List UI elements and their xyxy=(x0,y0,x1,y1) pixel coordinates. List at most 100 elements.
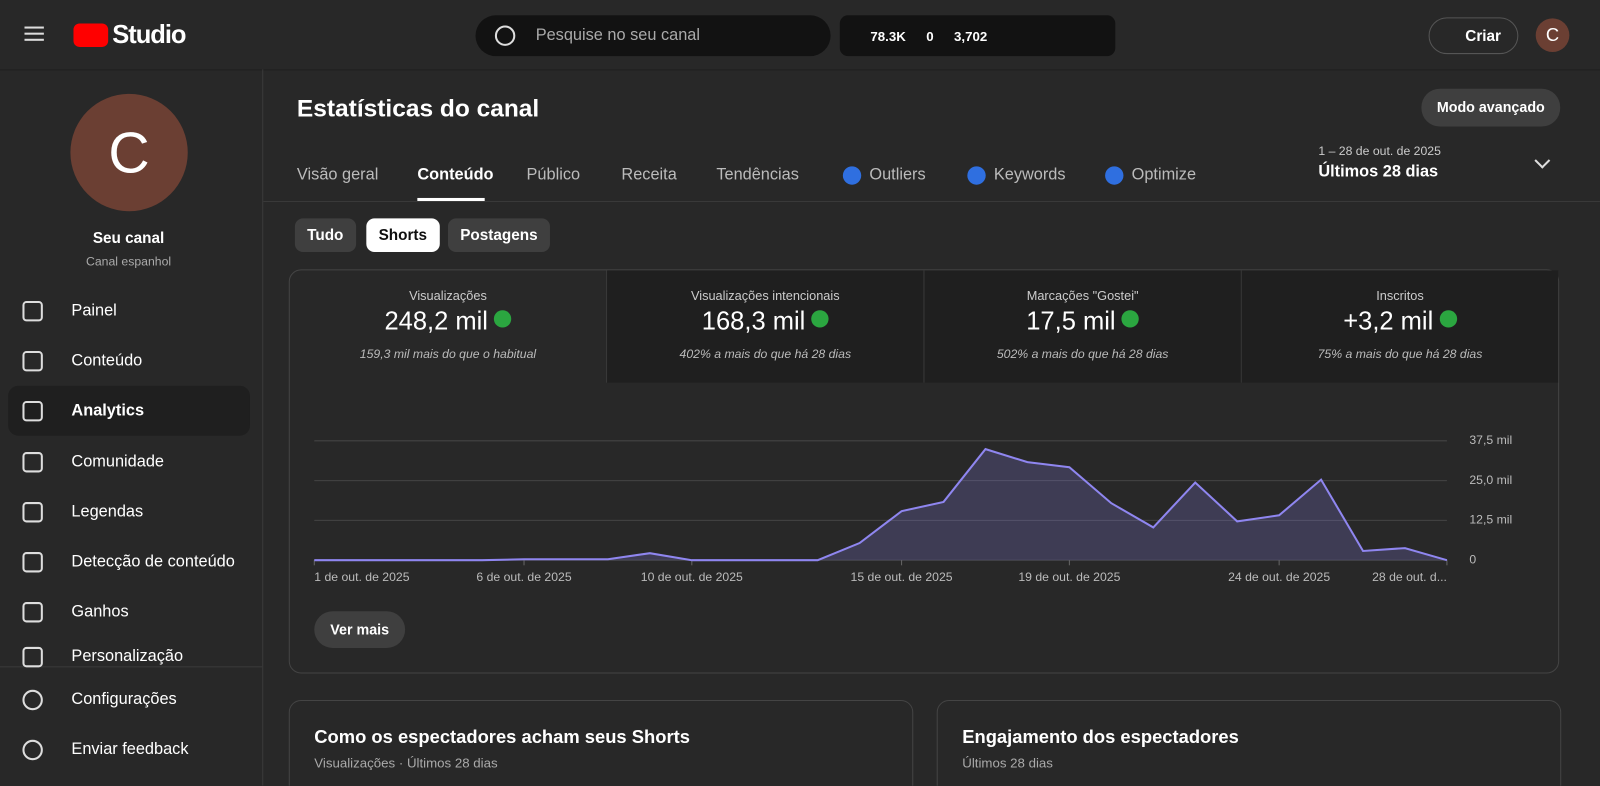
x-tick-label: 15 de out. de 2025 xyxy=(851,570,953,584)
tab-underline xyxy=(417,197,485,202)
nav-icon xyxy=(22,451,43,472)
card-subtitle: Visualizações · Últimos 28 dias xyxy=(314,755,498,771)
up-icon xyxy=(811,310,829,328)
metric-label: Visualizações intencionais xyxy=(607,289,923,303)
search-box[interactable]: Pesquise no seu canal xyxy=(475,15,831,57)
tab[interactable]: Tendências xyxy=(716,166,799,184)
filter-chip[interactable]: Shorts xyxy=(366,218,440,253)
nav-label: Ganhos xyxy=(71,602,129,620)
line xyxy=(314,447,1448,562)
y-tick-label: 25,0 mil xyxy=(1469,473,1512,487)
tab[interactable]: Público xyxy=(526,166,581,184)
metric-value-text: 17,5 mil xyxy=(1026,307,1116,336)
nav-item[interactable]: Painel xyxy=(8,286,250,336)
tab[interactable]: Keywords xyxy=(993,166,1066,184)
nav-label: Personalização xyxy=(71,647,184,666)
advanced-button[interactable]: Modo avançado xyxy=(1421,88,1561,127)
metric-label: Marcações "Gostei" xyxy=(924,289,1240,303)
nav-label: Analytics xyxy=(71,401,145,419)
nav-item[interactable]: Analytics xyxy=(8,385,250,436)
metric-note-text: 75% a mais do que há 28 dias xyxy=(1317,346,1483,362)
logo-icon xyxy=(73,23,109,47)
metric-label-text: Visualizações xyxy=(409,288,487,304)
tab[interactable]: Outliers xyxy=(869,166,926,184)
nav-item[interactable]: Configurações xyxy=(8,674,250,724)
metric-note: 75% a mais do que há 28 dias xyxy=(1242,347,1558,361)
metric-label-text: Visualizações intencionais xyxy=(690,288,840,304)
search-icon xyxy=(494,25,516,46)
nav-item[interactable]: Legendas xyxy=(8,487,250,537)
stat: 78.3K xyxy=(870,28,906,44)
date-range: 1 – 28 de out. de 2025 xyxy=(1318,143,1441,159)
x-tick-label: 10 de out. de 2025 xyxy=(641,570,743,584)
card-subtitle: Últimos 28 dias xyxy=(962,755,1053,771)
create-label: Criar xyxy=(1465,27,1502,45)
create-button[interactable]: Criar xyxy=(1428,17,1519,55)
nav-item[interactable]: Comunidade xyxy=(8,437,250,487)
nav-item[interactable]: Conteúdo xyxy=(8,336,250,386)
tab[interactable]: Receita xyxy=(621,166,677,184)
search-placeholder: Pesquise no seu canal xyxy=(535,26,700,44)
menu-button[interactable] xyxy=(24,26,44,41)
metric-note: 159,3 mil mais do que o habitual xyxy=(290,347,606,361)
nav-label: Comunidade xyxy=(71,452,165,470)
date-label[interactable]: Últimos 28 dias xyxy=(1318,163,1439,181)
nav-icon xyxy=(22,551,43,572)
nav-icon xyxy=(22,646,43,668)
top-bar: Studio Pesquise no seu canal 78.3K 0 3,702… xyxy=(0,0,1600,71)
tab[interactable]: Optimize xyxy=(1131,166,1197,184)
nav-label: Configurações xyxy=(71,690,177,708)
card-title: Engajamento dos espectadores xyxy=(962,726,1239,747)
metric-label-text: Inscritos xyxy=(1376,288,1424,304)
stat: 3,702 xyxy=(954,28,988,44)
channel-subtitle: Canal espanhol xyxy=(86,254,172,269)
metric[interactable]: Marcações "Gostei" 17,5 mil 502% a mais do… xyxy=(924,270,1242,383)
nav-item[interactable]: Ganhos xyxy=(8,587,250,637)
metric-value-text: +3,2 mil xyxy=(1343,307,1434,336)
nav-label: Conteúdo xyxy=(71,351,143,369)
nav-icon xyxy=(22,601,43,622)
metric-value: 248,2 mil xyxy=(290,307,606,337)
overview-card xyxy=(288,269,1560,674)
nav-label: Detecção de conteúdo xyxy=(71,552,235,570)
metric-note-text: 402% a mais do que há 28 dias xyxy=(679,346,852,362)
card: Como os espectadores acham seus Shorts V… xyxy=(288,699,914,786)
stats-widget[interactable]: 78.3K 0 3,702 xyxy=(839,15,1116,57)
avatar[interactable]: C xyxy=(1535,18,1570,53)
metric-note-text: 159,3 mil mais do que o habitual xyxy=(359,346,537,362)
nav-item[interactable]: Detecção de conteúdo xyxy=(8,537,250,587)
x-tick-label: 28 de out. d... xyxy=(1372,570,1447,584)
metric-note-text: 502% a mais do que há 28 dias xyxy=(996,346,1169,362)
tab[interactable]: Conteúdo xyxy=(417,166,494,184)
divider xyxy=(0,666,263,668)
tab-icon xyxy=(1105,166,1124,185)
more-button[interactable]: Ver mais xyxy=(314,611,406,648)
metric-note: 402% a mais do que há 28 dias xyxy=(607,347,923,361)
filter-chip[interactable]: Postagens xyxy=(447,218,550,253)
logo-text[interactable]: Studio xyxy=(112,20,186,49)
up-icon xyxy=(1439,310,1457,328)
y-tick-label: 0 xyxy=(1469,552,1476,566)
x-tick-label: 24 de out. de 2025 xyxy=(1228,570,1330,584)
nav-item[interactable]: Personalização xyxy=(8,637,250,678)
channel-avatar[interactable]: C xyxy=(70,93,188,212)
metric-label: Visualizações xyxy=(290,289,606,303)
nav-label: Painel xyxy=(71,301,117,319)
channel-name: Seu canal xyxy=(92,229,165,247)
filter-chip[interactable]: Tudo xyxy=(294,218,356,253)
metric[interactable]: Inscritos +3,2 mil 75% a mais do que há 28… xyxy=(1241,270,1559,383)
nav-icon xyxy=(22,400,43,421)
x-tick-label: 6 de out. de 2025 xyxy=(476,570,571,584)
x-tick-label: 19 de out. de 2025 xyxy=(1018,570,1120,584)
tab[interactable]: Visão geral xyxy=(296,166,379,184)
metric[interactable]: Visualizações 248,2 mil 159,3 mil mais do … xyxy=(290,270,608,383)
metric-value-text: 168,3 mil xyxy=(701,307,806,336)
nav-item[interactable]: Enviar feedback xyxy=(8,724,250,774)
nav-icon xyxy=(22,300,43,321)
metric-value-text: 248,2 mil xyxy=(384,307,488,336)
metric[interactable]: Visualizações intencionais 168,3 mil 402% … xyxy=(607,270,925,383)
metric-label: Inscritos xyxy=(1242,289,1558,303)
x-tick-label: 1 de out. de 2025 xyxy=(314,570,409,584)
